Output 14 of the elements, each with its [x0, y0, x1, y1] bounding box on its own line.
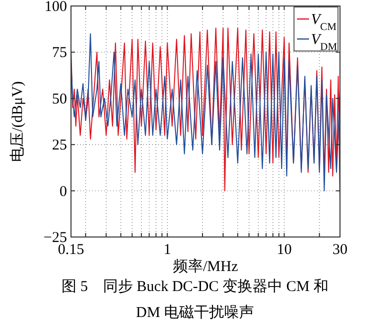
- x-tick-label: 1: [164, 242, 172, 258]
- y-tick-label: 50: [52, 91, 67, 108]
- y-tick-label: 75: [52, 45, 67, 62]
- y-tick-label: 25: [52, 138, 67, 154]
- legend-label: V$_{DM}$: [311, 32, 338, 52]
- y-tick-label: 0: [60, 184, 67, 200]
- y-axis-title: 电压/(dBμV): [9, 81, 26, 162]
- caption: 图 5 同步 Buck DC-DC 变换器中 CM 和 DM 电磁干扰噪声: [60, 278, 330, 323]
- x-tick-label: 10: [276, 242, 292, 258]
- x-tick-label: 0.15: [58, 242, 84, 258]
- x-tick-label: 30: [332, 242, 348, 258]
- legend-label: V$_{CM}$: [311, 12, 338, 32]
- x-axis-title: 频率/MHz: [173, 258, 238, 275]
- y-tick-label: 100: [44, 0, 67, 15]
